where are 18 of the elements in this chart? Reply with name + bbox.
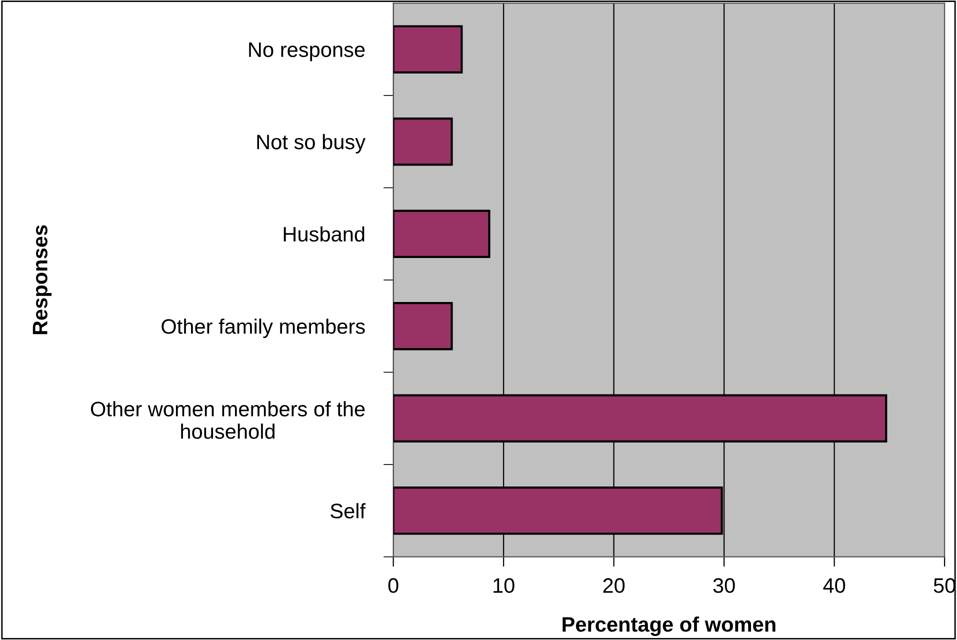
x-tick-label: 50: [934, 578, 956, 593]
x-tick-label: 40: [823, 578, 846, 593]
x-tick-label: 0: [388, 578, 398, 593]
y-tick-label: No response: [249, 42, 365, 62]
y-tick-label: Self: [330, 503, 366, 518]
x-tick-label: 30: [713, 578, 735, 593]
y-tick-label: Not so busy: [257, 134, 366, 154]
y-axis-title: Responses: [32, 225, 52, 334]
bar: [393, 302, 453, 350]
x-axis-title: Percentage of women: [562, 616, 776, 636]
bar: [393, 117, 453, 166]
y-tick-label: Husband: [284, 226, 364, 242]
y-tick-label: Other women members of the household: [90, 401, 365, 439]
x-tick-label: 20: [603, 578, 625, 593]
y-tick-label: Other family members: [162, 318, 365, 338]
bar: [393, 210, 490, 258]
bar: [393, 25, 463, 74]
x-tick-label: 10: [494, 578, 514, 593]
